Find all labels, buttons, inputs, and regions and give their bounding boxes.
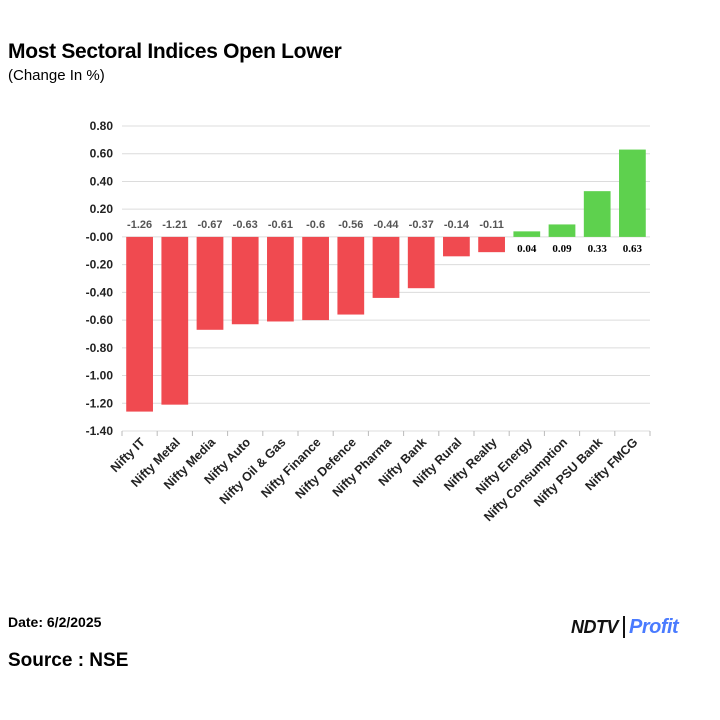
- chart-title: Most Sectoral Indices Open Lower: [8, 40, 342, 63]
- bar: [126, 236, 153, 412]
- bar: [478, 236, 505, 253]
- y-tick-label: -0.60: [86, 313, 114, 327]
- data-label: -0.37: [409, 219, 434, 231]
- y-tick-label: 0.80: [90, 119, 114, 133]
- y-tick-label: 0.60: [90, 147, 114, 161]
- bars: [126, 149, 646, 412]
- bar: [513, 231, 541, 237]
- y-tick-label: 0.20: [90, 202, 114, 216]
- y-tick-label: -1.40: [86, 424, 114, 438]
- data-label: -1.21: [162, 219, 187, 231]
- logo-ndtv-text: NDTV: [571, 616, 619, 637]
- logo-profit-text: Profit: [629, 615, 679, 638]
- y-tick-label: 0.40: [90, 174, 114, 188]
- y-tick-label: -0.80: [86, 341, 114, 355]
- bar: [231, 236, 259, 325]
- bar: [443, 236, 470, 257]
- chart-subtitle: (Change In %): [8, 67, 105, 84]
- data-label: -1.26: [127, 219, 152, 231]
- bar: [407, 236, 435, 289]
- data-label: -0.6: [306, 219, 325, 231]
- y-tick-label: -0.00: [86, 230, 114, 244]
- x-tick-label: Nifty Defence: [293, 435, 359, 501]
- y-axis-ticks: 0.80 0.60 0.40 0.20 -0.00 -0.20 -0.40 -0.60 -0.8…: [86, 119, 114, 438]
- data-label: 0.09: [552, 243, 572, 255]
- bar: [548, 224, 576, 237]
- ndtv-profit-logo: NDTV Profit: [571, 614, 679, 640]
- bar: [302, 236, 329, 321]
- source-label: Source : NSE: [8, 650, 129, 671]
- data-label: 0.33: [588, 243, 608, 255]
- data-label: -0.63: [233, 219, 258, 231]
- bar: [619, 149, 646, 237]
- y-tick-label: -1.20: [86, 396, 114, 410]
- data-label: -0.44: [373, 219, 399, 231]
- data-label: -0.56: [338, 219, 363, 231]
- gridlines: [121, 125, 651, 436]
- data-label: -0.11: [479, 219, 503, 231]
- bar: [267, 236, 294, 322]
- bar: [372, 236, 400, 298]
- logo-divider: [623, 616, 625, 638]
- data-label: -0.61: [268, 219, 293, 231]
- y-tick-label: -1.00: [86, 369, 114, 383]
- date-label: Date: 6/2/2025: [8, 614, 102, 630]
- bar: [161, 236, 189, 405]
- data-label: 0.04: [517, 243, 537, 255]
- bar: [196, 236, 224, 330]
- data-label: -0.14: [444, 219, 470, 231]
- data-labels: -1.26 -1.21 -0.67 -0.63 -0.61 -0.6 -0.56 -0.44-…: [127, 219, 642, 255]
- data-label: -0.67: [197, 219, 222, 231]
- y-tick-label: -0.40: [86, 285, 114, 299]
- data-label: 0.63: [623, 243, 643, 255]
- bar: [337, 236, 365, 315]
- y-tick-label: -0.20: [86, 258, 114, 272]
- bar: [583, 191, 611, 237]
